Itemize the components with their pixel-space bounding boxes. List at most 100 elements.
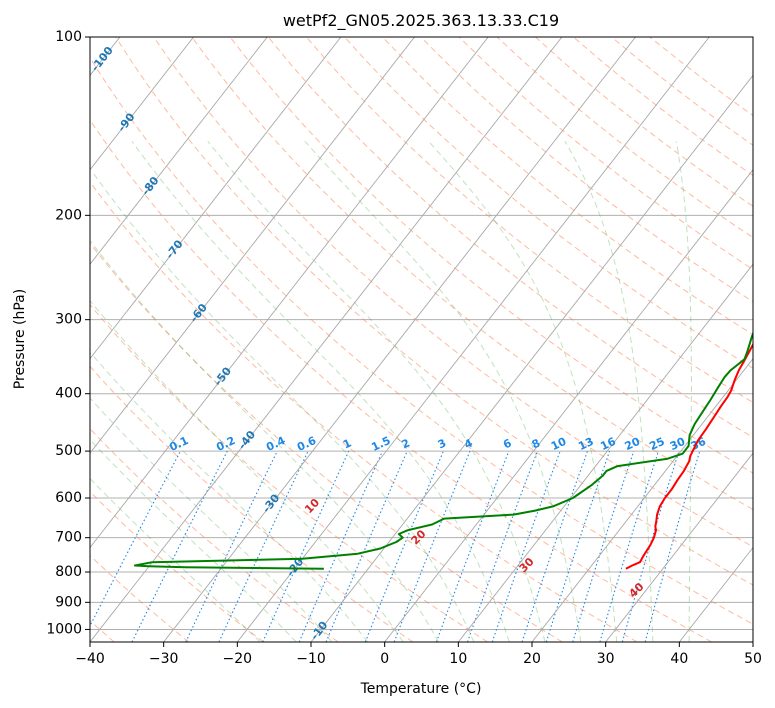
isotherm-line bbox=[90, 37, 268, 265]
mixing-ratio-label: 2 bbox=[400, 436, 412, 451]
isotherm-line bbox=[90, 37, 194, 171]
x-tick-label: −40 bbox=[75, 651, 105, 667]
isotherm-line bbox=[90, 37, 489, 549]
profile-series bbox=[133, 330, 753, 570]
dry-adiabat-line bbox=[90, 119, 712, 642]
moist-adiabat-line bbox=[90, 299, 404, 642]
dry-adiabat-line bbox=[229, 37, 753, 474]
mixing-ratio-label: 30 bbox=[668, 435, 688, 453]
x-tick-label: 50 bbox=[744, 651, 762, 667]
dry-adiabat-line bbox=[573, 37, 753, 177]
mixing-ratio-line bbox=[298, 450, 384, 642]
isotherm-line bbox=[605, 452, 753, 642]
dry-adiabat-line bbox=[420, 37, 753, 303]
x-tick-label: 10 bbox=[449, 651, 467, 667]
isotherm-label: -50 bbox=[212, 364, 235, 388]
x-tick-label: −30 bbox=[149, 651, 179, 667]
moist-adiabat-line bbox=[90, 439, 297, 642]
dry-adiabat-line bbox=[90, 427, 339, 642]
y-tick-label: 200 bbox=[55, 207, 82, 223]
x-tick-label: 20 bbox=[523, 651, 541, 667]
mixing-ratio-line bbox=[545, 450, 611, 642]
dry-adiabat-line bbox=[534, 37, 753, 207]
isotherm-line bbox=[457, 263, 753, 642]
y-tick-label: 800 bbox=[55, 564, 82, 580]
x-axis-label: Temperature (°C) bbox=[360, 681, 482, 697]
isotherm-line bbox=[90, 37, 563, 642]
isotherm-label: -60 bbox=[187, 301, 210, 325]
y-tick-label: 300 bbox=[55, 312, 82, 328]
mixing-ratio-label: 13 bbox=[576, 435, 595, 453]
isotherm-label: -80 bbox=[139, 174, 162, 198]
dry-adiabat-label: 40 bbox=[626, 580, 646, 600]
mixing-ratio-line bbox=[644, 450, 701, 642]
pressure-gridlines bbox=[90, 37, 753, 630]
mixing-ratio-line bbox=[572, 450, 635, 642]
isotherm-label: 0 bbox=[336, 687, 351, 701]
isotherm-line bbox=[90, 37, 342, 360]
x-tick-label: 30 bbox=[597, 651, 615, 667]
isotherm-line bbox=[384, 169, 753, 642]
mixing-ratio-line bbox=[262, 450, 350, 642]
plot-frame bbox=[89, 36, 754, 643]
moist-adiabat-line bbox=[304, 140, 582, 642]
mixing-ratio-line bbox=[521, 450, 589, 642]
mixing-ratio-label: 6 bbox=[501, 436, 514, 451]
dry-adiabat-line bbox=[90, 554, 190, 642]
isotherms bbox=[90, 37, 753, 642]
dry-adiabat-line bbox=[382, 37, 753, 336]
isotherm-label: -30 bbox=[260, 491, 283, 515]
x-axis-ticks: −40 −30 −20 −10 0 10 20 30 40 50 bbox=[75, 642, 762, 667]
chart-title: wetPf2_GN05.2025.363.13.33.C19 bbox=[283, 11, 559, 31]
dry-adiabats bbox=[90, 37, 753, 642]
moist-adiabat-line bbox=[131, 141, 510, 642]
moist-adiabat-line bbox=[90, 239, 439, 642]
isotherm-label: -70 bbox=[163, 237, 186, 261]
mixing-ratio-label: 20 bbox=[623, 435, 643, 453]
isotherm-label: -100 bbox=[89, 44, 116, 74]
plot-area: 0.1 0.2 0.4 0.6 1 1.5 2 3 4 6 8 10 13 16 20 25 30 36-100-… bbox=[89, 37, 753, 701]
y-tick-label: 500 bbox=[55, 443, 82, 459]
mixing-ratio-label: 16 bbox=[598, 435, 618, 453]
dry-adiabat-line bbox=[90, 303, 488, 642]
isotherm-label: -40 bbox=[236, 428, 259, 452]
dewpoint-profile-line bbox=[133, 330, 753, 570]
y-axis-ticks: 100 200 300 400 500 600 700 800 900 1000 bbox=[46, 29, 90, 637]
moist-adiabat-line bbox=[90, 477, 261, 642]
y-tick-label: 600 bbox=[55, 490, 82, 506]
x-tick-label: −20 bbox=[223, 651, 253, 667]
isotherm-line bbox=[531, 357, 753, 642]
dry-adiabat-line bbox=[90, 365, 414, 642]
isotherm-line bbox=[752, 641, 753, 642]
mixing-ratio-line bbox=[218, 450, 309, 642]
mixing-ratio-line bbox=[325, 450, 408, 642]
mixing-ratio-label: 10 bbox=[549, 435, 569, 453]
mixing-ratio-line bbox=[131, 450, 228, 642]
mixing-ratio-line bbox=[435, 450, 510, 642]
y-tick-label: 400 bbox=[55, 386, 82, 402]
isotherm-label: -90 bbox=[115, 110, 138, 134]
mixing-ratio-line bbox=[599, 450, 660, 642]
y-axis-label: Pressure (hPa) bbox=[12, 289, 28, 389]
isotherm-line bbox=[163, 37, 636, 642]
dry-adiabat-line bbox=[90, 242, 563, 642]
isotherm-line bbox=[90, 37, 415, 454]
mixing-ratio-line bbox=[364, 450, 444, 642]
dry-adiabat-line bbox=[305, 37, 753, 403]
x-tick-label: −10 bbox=[296, 651, 326, 667]
dry-adiabat-line bbox=[191, 37, 753, 511]
dry-adiabat-line bbox=[496, 37, 753, 239]
moist-adiabat-line bbox=[93, 173, 475, 642]
y-tick-label: 700 bbox=[55, 530, 82, 546]
dry-adiabat-line bbox=[153, 37, 753, 548]
mixing-ratio-line bbox=[491, 450, 561, 642]
dry-adiabat-line bbox=[344, 37, 753, 369]
dry-adiabat-line bbox=[90, 181, 638, 642]
x-tick-label: 0 bbox=[380, 651, 389, 667]
temperature-profile-line bbox=[625, 341, 753, 570]
x-tick-label: 40 bbox=[670, 651, 688, 667]
dry-adiabat-line bbox=[90, 56, 753, 625]
moist-adiabat-line bbox=[564, 141, 654, 642]
isotherm-line bbox=[236, 37, 710, 642]
